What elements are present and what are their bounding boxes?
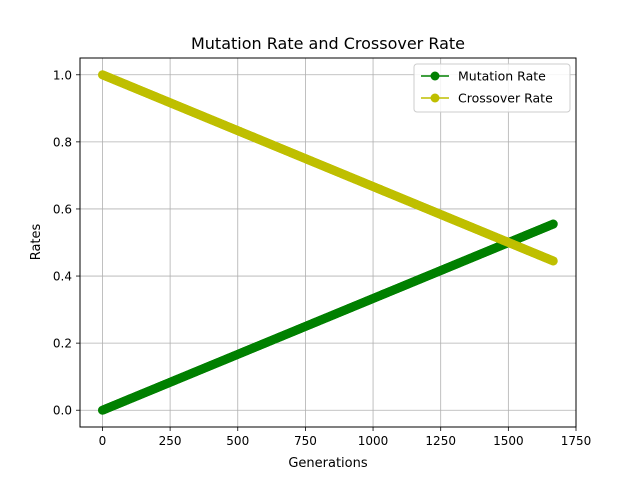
x-tick-label: 1000 — [358, 434, 389, 448]
y-tick-label: 0.2 — [53, 337, 72, 351]
plot-frame — [79, 57, 577, 428]
y-tick-label: 0.4 — [53, 270, 72, 284]
x-tick-label: 750 — [294, 434, 317, 448]
y-tick-label: 0.0 — [53, 404, 72, 418]
y-tick-label: 0.8 — [53, 135, 72, 149]
data-point — [548, 219, 558, 229]
chart-title: Mutation Rate and Crossover Rate — [191, 34, 465, 53]
data-point — [548, 256, 558, 266]
legend-box — [413, 63, 571, 113]
y-axis-label: Rates — [29, 223, 44, 260]
x-tick-label: 1750 — [561, 434, 592, 448]
legend-marker-mutation-rate — [430, 71, 440, 81]
x-tick-label: 250 — [159, 434, 182, 448]
series-mutation-rate — [97, 219, 558, 415]
legend-marker-crossover-rate — [430, 93, 440, 103]
x-tick-label: 1250 — [425, 434, 456, 448]
x-tick-label: 500 — [226, 434, 249, 448]
x-tick-label: 1500 — [493, 434, 524, 448]
legend: Mutation Rate Crossover Rate — [413, 63, 571, 113]
series-group — [97, 70, 558, 415]
y-tick-label: 0.6 — [53, 202, 72, 216]
y-axis-ticks: 0.0 0.2 0.4 0.6 0.8 1.0 — [53, 68, 80, 418]
x-tick-label: 0 — [99, 434, 107, 448]
x-axis-ticks: 0 250 500 750 1000 1250 1500 1750 — [99, 427, 592, 448]
series-crossover-rate — [97, 70, 558, 266]
legend-label: Mutation Rate — [458, 69, 546, 84]
y-tick-label: 1.0 — [53, 68, 72, 82]
legend-label: Crossover Rate — [458, 91, 553, 106]
x-axis-label: Generations — [288, 456, 368, 471]
